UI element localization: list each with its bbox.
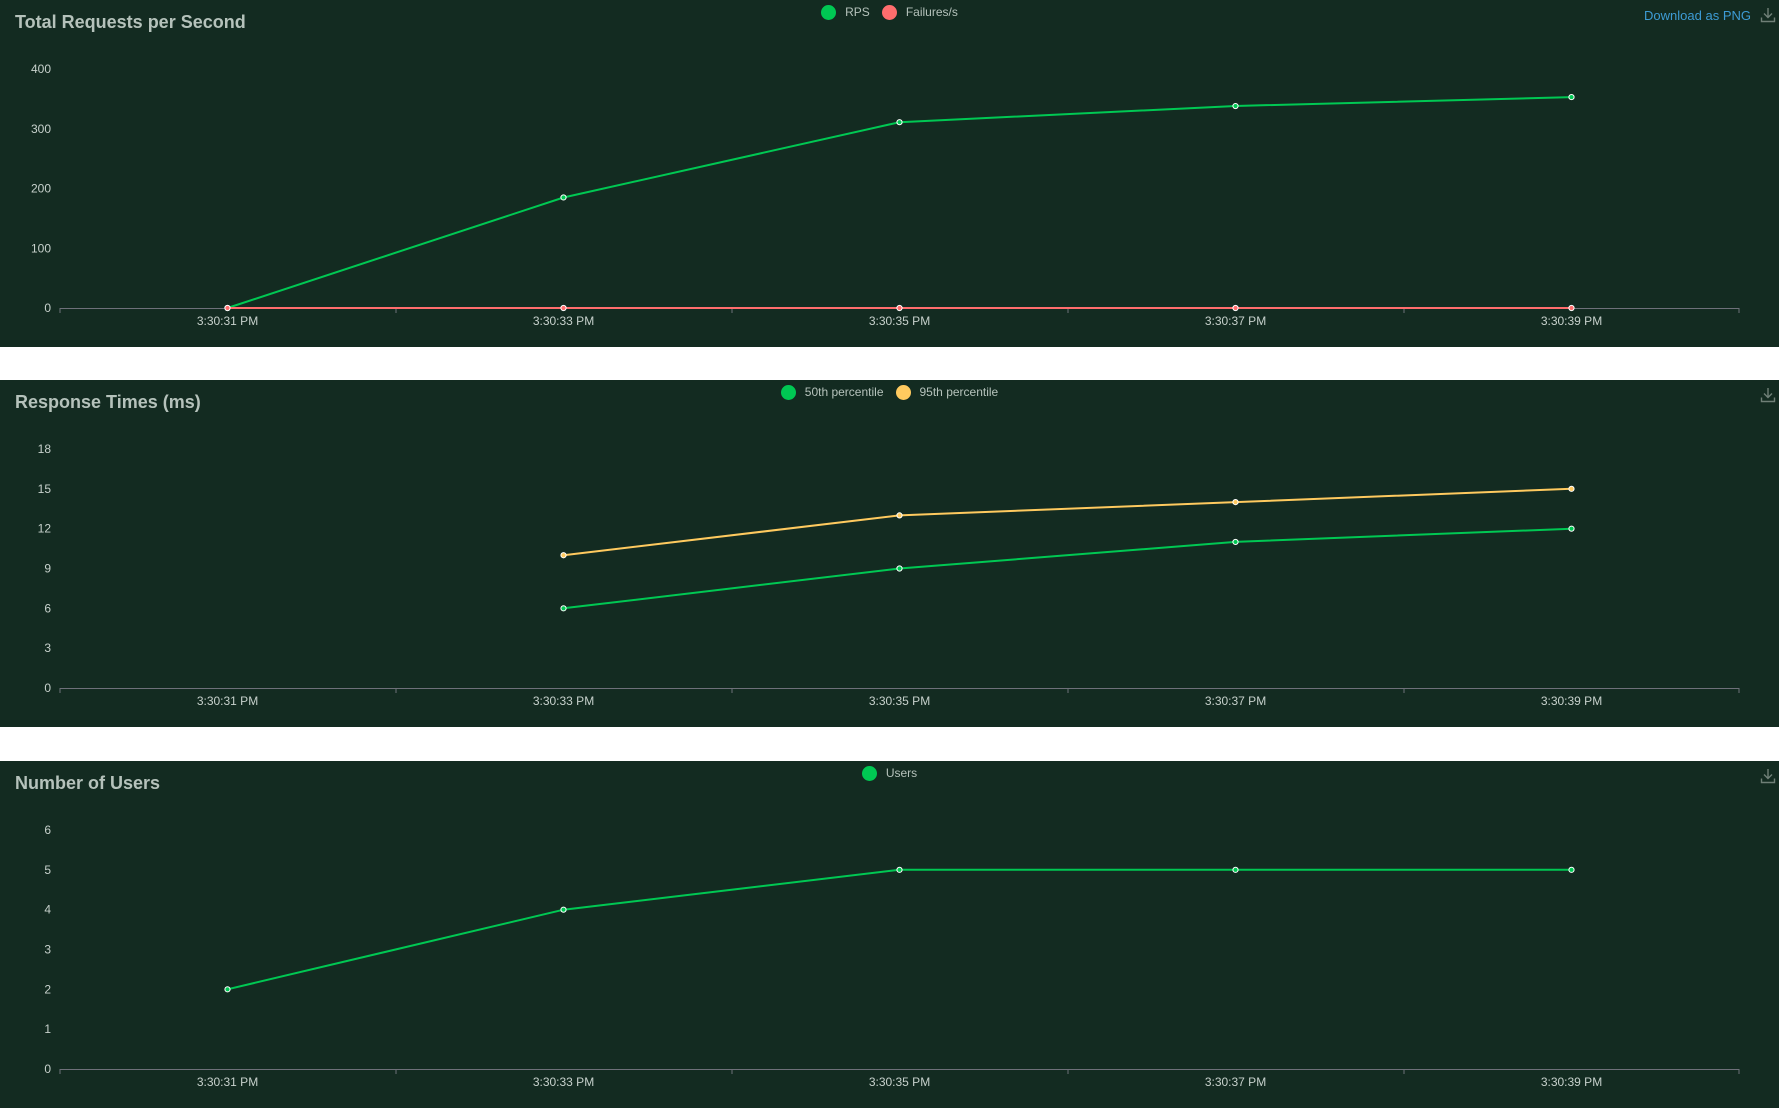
chart-legend: Users (0, 763, 1779, 784)
data-point (560, 906, 567, 913)
data-point (1568, 525, 1575, 532)
chart-legend: 50th percentile 95th percentile (0, 382, 1779, 403)
y-tick-label: 6 (44, 601, 51, 615)
data-point (560, 552, 567, 559)
chart-legend: RPS Failures/s (0, 2, 1779, 23)
chart-title: Response Times (ms) (15, 392, 201, 412)
y-tick-label: 12 (38, 522, 52, 536)
legend-marker-icon (861, 765, 877, 781)
legend-item[interactable]: Failures/s (881, 2, 958, 22)
x-tick-label: 3:30:33 PM (533, 314, 594, 328)
chart-title: Total Requests per Second (15, 12, 246, 32)
legend-item[interactable]: RPS (821, 2, 870, 22)
download-icon[interactable] (1759, 6, 1777, 24)
y-tick-label: 6 (44, 823, 51, 837)
data-point (1232, 102, 1239, 110)
data-point (896, 866, 903, 873)
legend-marker-icon (895, 384, 911, 400)
data-point (1568, 485, 1575, 492)
x-tick-label: 3:30:35 PM (869, 694, 930, 708)
y-tick-label: 400 (31, 62, 51, 76)
data-point (224, 986, 231, 993)
y-tick-label: 3 (44, 641, 51, 655)
data-point (1568, 93, 1575, 101)
x-tick-label: 3:30:35 PM (869, 314, 930, 328)
legend-marker-icon (821, 4, 837, 20)
data-point (896, 119, 903, 126)
series-line (563, 527, 1572, 610)
download-png-link[interactable]: Download as PNG (1644, 7, 1751, 23)
data-point (560, 304, 567, 312)
y-tick-label: 9 (44, 562, 51, 576)
legend-label: 50th percentile (804, 385, 884, 399)
y-tick-label: 15 (38, 482, 52, 496)
y-tick-label: 4 (44, 903, 51, 917)
download-control: Download as PNG (1644, 6, 1777, 24)
x-tick-label: 3:30:37 PM (1205, 1075, 1266, 1089)
series-line (227, 868, 1572, 991)
x-tick-label: 3:30:37 PM (1205, 694, 1266, 708)
data-point (224, 304, 231, 312)
y-tick-label: 3 (44, 943, 51, 957)
chart-panel-response-times: Response Times (ms) 50th percentile 95th … (0, 380, 1779, 727)
line-chart: 0 3 6 9 12 15 18 3:30:31 PM 3:30:33 PM 3:30:35 PM… (38, 442, 1740, 708)
y-tick-label: 300 (31, 122, 51, 136)
y-tick-label: 200 (31, 182, 51, 196)
x-tick-label: 3:30:33 PM (533, 1075, 594, 1089)
download-icon[interactable] (1759, 767, 1777, 785)
legend-label: RPS (845, 5, 870, 19)
data-point (1568, 866, 1575, 873)
y-tick-label: 100 (31, 241, 51, 255)
y-tick-label: 0 (44, 1062, 51, 1076)
x-tick-label: 3:30:35 PM (869, 1075, 930, 1089)
x-tick-label: 3:30:39 PM (1541, 1075, 1602, 1089)
y-tick-label: 1 (44, 1022, 51, 1036)
data-point (560, 194, 567, 201)
x-tick-label: 3:30:31 PM (197, 1075, 258, 1089)
line-chart: 0 100 200 300 400 3:30:31 PM 3:30:33 PM 3:30:35… (31, 62, 1740, 328)
x-tick-label: 3:30:39 PM (1541, 694, 1602, 708)
y-tick-label: 2 (44, 982, 51, 996)
download-control (1759, 386, 1777, 404)
chart-panel-users: Number of Users Users 0 1 2 3 4 5 6 3:30:31 PM 3… (0, 761, 1779, 1108)
chart-panel-rps: Total Requests per Second RPS Failures/s … (0, 0, 1779, 347)
legend-marker-icon (780, 384, 796, 400)
legend-item[interactable]: 95th percentile (895, 382, 999, 402)
legend-label: Failures/s (905, 5, 958, 19)
data-point (1232, 304, 1239, 312)
data-point (896, 565, 903, 572)
data-point (1232, 499, 1239, 506)
x-tick-label: 3:30:31 PM (197, 314, 258, 328)
data-point (896, 304, 903, 312)
y-tick-label: 0 (44, 301, 51, 315)
data-point (896, 512, 903, 519)
line-chart: 0 1 2 3 4 5 6 3:30:31 PM 3:30:33 PM 3:30:35 PM 3:3… (44, 823, 1740, 1089)
data-point (560, 605, 567, 612)
y-tick-label: 5 (44, 863, 51, 877)
y-tick-label: 18 (38, 442, 52, 456)
legend-label: Users (885, 766, 918, 780)
data-point (1232, 538, 1239, 546)
data-point (1232, 866, 1239, 873)
legend-label: 95th percentile (919, 385, 999, 399)
series-line (227, 96, 1572, 309)
series-line (563, 487, 1572, 557)
data-point (1568, 304, 1575, 312)
x-tick-label: 3:30:37 PM (1205, 314, 1266, 328)
download-control (1759, 767, 1777, 785)
legend-item[interactable]: 50th percentile (780, 382, 884, 402)
y-tick-label: 0 (44, 681, 51, 695)
x-tick-label: 3:30:33 PM (533, 694, 594, 708)
legend-marker-icon (881, 4, 897, 20)
chart-title: Number of Users (15, 773, 161, 793)
x-tick-label: 3:30:31 PM (197, 694, 258, 708)
x-tick-label: 3:30:39 PM (1541, 314, 1602, 328)
legend-item[interactable]: Users (861, 763, 918, 783)
download-icon[interactable] (1759, 386, 1777, 404)
